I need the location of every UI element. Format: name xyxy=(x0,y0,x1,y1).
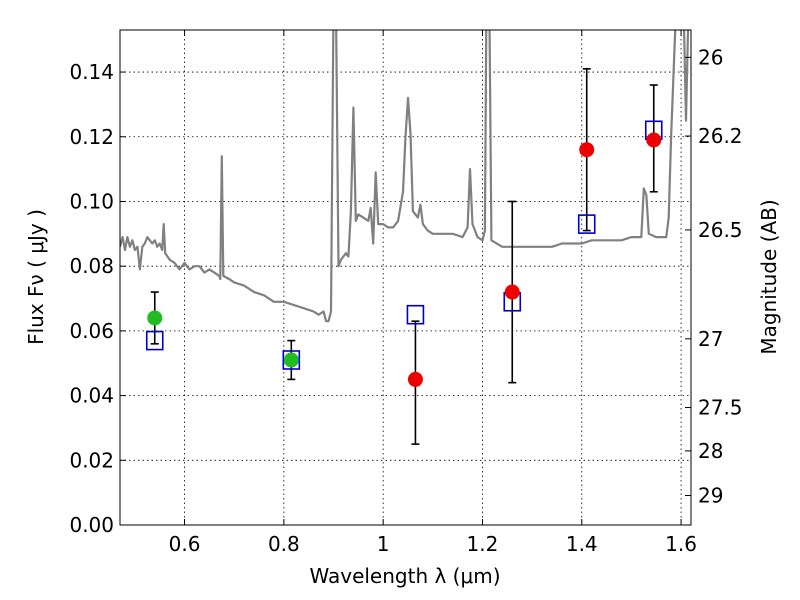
x-tick-label: 0.8 xyxy=(268,532,300,556)
right-tick-label: 26.5 xyxy=(698,218,743,242)
right-tick-label: 27 xyxy=(698,327,723,351)
x-tick-label: 1.6 xyxy=(665,532,697,556)
x-axis-title: Wavelength λ (μm) xyxy=(309,564,500,588)
plot-area xyxy=(120,30,690,445)
right-tick-label: 26.2 xyxy=(698,124,743,148)
y-tick-label: 0.10 xyxy=(69,189,114,213)
red-data-point xyxy=(407,371,423,387)
y-tick-label: 0.12 xyxy=(69,125,114,149)
y-tick-label: 0.06 xyxy=(69,319,114,343)
y-tick-label: 0.14 xyxy=(69,60,114,84)
model-box-marker xyxy=(282,350,301,370)
x-tick-label: 0.6 xyxy=(169,532,201,556)
green-data-point xyxy=(283,352,299,368)
axes: 0.6 0.8 1 1.2 1.4 1.6 0.00 0.02 0.04 0.06 0.08 0.10… xyxy=(69,30,743,556)
plot-background xyxy=(120,30,691,525)
y-tick-label: 0.00 xyxy=(69,513,114,537)
x-tick-label: 1 xyxy=(377,532,390,556)
spectrum-line xyxy=(120,30,690,323)
green-data-point xyxy=(147,310,163,326)
y-axis-title: Flux Fν ( μJy ) xyxy=(24,209,48,345)
y-tick-label: 0.04 xyxy=(69,384,114,408)
right-tick-label: 29 xyxy=(698,483,723,507)
right-tick-label: 26 xyxy=(698,45,723,69)
y-axis-right-title: Magnitude (AB) xyxy=(757,199,781,354)
red-data-point xyxy=(504,284,520,300)
red-data-point xyxy=(646,132,662,148)
red-data-point xyxy=(579,142,595,158)
right-tick-label: 28 xyxy=(698,439,723,463)
x-tick-label: 1.2 xyxy=(467,532,499,556)
x-tick-label: 1.4 xyxy=(566,532,598,556)
model-box-marker xyxy=(406,304,425,325)
y-tick-label: 0.02 xyxy=(69,448,114,472)
model-box-marker xyxy=(577,214,596,234)
right-tick-label: 27.5 xyxy=(698,396,743,420)
y-tick-label: 0.08 xyxy=(69,254,114,278)
model-box-marker xyxy=(145,330,164,351)
plot-frame xyxy=(119,29,692,526)
